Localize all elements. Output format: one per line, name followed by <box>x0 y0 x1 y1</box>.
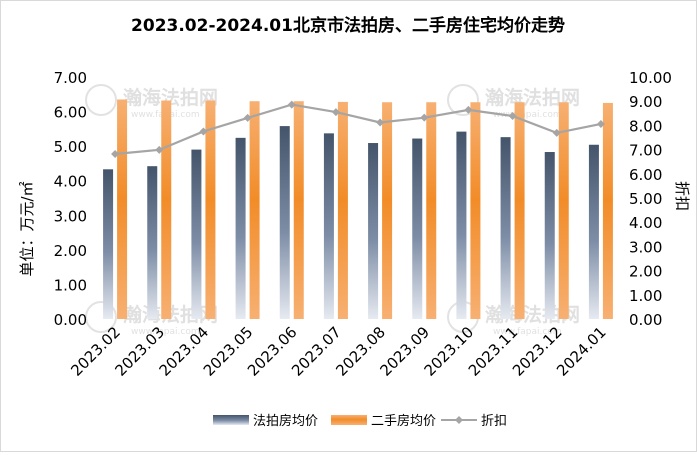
watermark-seal-0 <box>85 84 117 116</box>
y2-tick-label-8: 8.00 <box>629 117 662 135</box>
y-tick-label-5: 5.00 <box>54 138 87 156</box>
bar-secondhand-2023.05 <box>249 101 260 319</box>
bar-secondhand-2023.04 <box>205 100 216 319</box>
discount-point-2023.11 <box>508 111 517 120</box>
watermark-seal-1 <box>447 84 479 116</box>
y-tick-label-6: 6.00 <box>54 104 87 122</box>
y-tick-label-4: 4.00 <box>54 173 87 191</box>
y2-tick-label-2: 2.00 <box>629 263 662 281</box>
bar-auction-2024.01 <box>588 144 599 319</box>
y2-tick-label-9: 9.00 <box>629 93 662 111</box>
left-axis-ticks: 0.00 1.00 2.00 3.00 4.00 5.00 6.00 7.00 <box>54 69 87 329</box>
bar-auction-2023.06 <box>279 126 290 319</box>
bar-secondhand-2023.11 <box>514 102 525 319</box>
y2-tick-label-5: 5.00 <box>629 190 662 208</box>
bar-auction-2023.02 <box>103 169 114 319</box>
watermark-text-0: 瀚海法拍网 <box>122 86 218 109</box>
discount-point-2023.12 <box>552 128 561 137</box>
discount-point-2024.01 <box>596 119 605 128</box>
bar-auction-2023.04 <box>191 149 202 319</box>
discount-point-2023.06 <box>287 100 296 109</box>
discount-line <box>114 103 602 156</box>
discount-point-2023.07 <box>331 108 340 117</box>
bar-auction-2023.03 <box>147 166 158 319</box>
discount-point-2023.10 <box>464 105 473 114</box>
bar-series <box>103 99 613 320</box>
bar-secondhand-2023.12 <box>558 102 569 319</box>
discount-point-2023.05 <box>243 113 252 122</box>
right-axis-ticks: 0.00 1.00 2.00 3.00 4.00 5.00 6.00 7.00 8.00 9.00… <box>629 69 672 329</box>
bar-secondhand-2023.06 <box>293 101 304 319</box>
y-axis-label: 单位：万元/㎡ <box>18 181 36 276</box>
bar-auction-2023.09 <box>412 138 423 319</box>
bar-secondhand-2023.10 <box>470 102 481 319</box>
legend-swatch-secondhand <box>331 415 367 425</box>
watermark-seal-2 <box>85 301 117 333</box>
legend-label-auction: 法拍房均价 <box>253 413 318 429</box>
discount-point-2023.03 <box>155 145 164 154</box>
watermark-url-3: www.fapai.com <box>493 327 562 337</box>
legend-label-secondhand: 二手房均价 <box>371 413 436 429</box>
bar-secondhand-2023.07 <box>337 101 348 320</box>
y2-tick-label-10: 10.00 <box>629 69 672 87</box>
y-tick-label-3: 3.00 <box>54 207 87 225</box>
y-tick-label-1: 1.00 <box>54 276 87 294</box>
y-tick-label-0: 0.00 <box>54 311 87 329</box>
y2-tick-label-0: 0.00 <box>629 311 662 329</box>
watermark-url-2: www.fapai.com <box>131 327 200 337</box>
bar-secondhand-2023.03 <box>161 100 172 319</box>
legend: 法拍房均价 二手房均价 折扣 <box>213 413 507 429</box>
discount-point-2023.04 <box>199 127 208 136</box>
bar-auction-2023.05 <box>235 137 246 319</box>
discount-point-2023.02 <box>111 149 120 158</box>
watermark-url-1: www.fapai.com <box>493 110 562 120</box>
bar-secondhand-2023.02 <box>117 99 128 319</box>
bar-auction-2023.10 <box>456 131 467 319</box>
watermark-text-1: 瀚海法拍网 <box>484 86 580 109</box>
legend-marker-discount <box>455 416 463 424</box>
legend-swatch-auction <box>213 415 249 425</box>
bar-secondhand-2023.09 <box>426 102 437 319</box>
bar-auction-2023.11 <box>500 137 511 319</box>
y2-tick-label-1: 1.00 <box>629 287 662 305</box>
bar-secondhand-2024.01 <box>602 102 613 319</box>
x-tick-label-2024.01: 2024.01 <box>553 323 610 380</box>
discount-line-series <box>111 100 605 158</box>
discount-point-2023.09 <box>420 113 429 122</box>
bar-auction-2023.07 <box>323 133 334 319</box>
y2-axis-label: 折扣 <box>673 181 691 211</box>
bar-secondhand-2023.08 <box>382 102 393 319</box>
y2-tick-label-3: 3.00 <box>629 238 662 256</box>
y-tick-label-2: 2.00 <box>54 242 87 260</box>
y2-tick-label-7: 7.00 <box>629 142 662 160</box>
bar-auction-2023.08 <box>368 143 379 319</box>
chart-title: 2023.02-2024.01北京市法拍房、二手房住宅均价走势 <box>131 15 565 36</box>
y-tick-label-7: 7.00 <box>54 69 87 87</box>
y2-tick-label-4: 4.00 <box>629 214 662 232</box>
legend-label-discount: 折扣 <box>481 414 507 429</box>
discount-point-2023.08 <box>376 118 385 127</box>
y2-tick-label-6: 6.00 <box>629 166 662 184</box>
bar-auction-2023.12 <box>544 152 555 319</box>
